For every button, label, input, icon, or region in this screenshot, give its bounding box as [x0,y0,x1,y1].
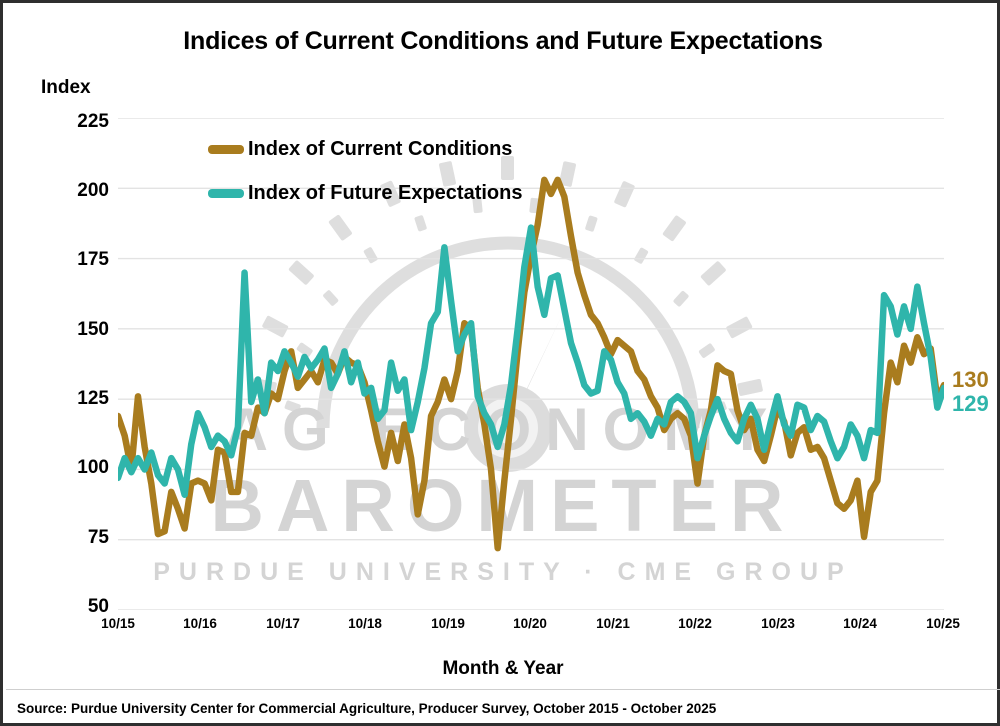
legend-label-current-conditions: Index of Current Conditions [248,137,513,160]
end-label-future-expectations: 129 [952,391,989,416]
y-tick-100: 100 [77,457,109,478]
x-tick-3: 10/18 [348,616,382,631]
plot-area [118,118,944,610]
x-tick-10: 10/25 [926,616,960,631]
x-tick-7: 10/22 [678,616,712,631]
page-title: Indices of Current Conditions and Future… [183,27,823,55]
x-tick-0: 10/15 [101,616,135,631]
y-tick-150: 150 [77,319,109,340]
legend-swatch-future-expectations [208,188,244,198]
line-future-expectations [118,224,944,498]
legend: Index of Current Conditions Index of Fut… [208,134,522,222]
source-note: Source: Purdue University Center for Com… [17,701,717,716]
y-tick-75: 75 [87,527,109,548]
x-tick-4: 10/19 [431,616,465,631]
x-tick-9: 10/24 [843,616,877,631]
source-divider [6,689,1000,690]
y-axis-title: Index [41,77,91,98]
legend-item-future-expectations[interactable]: Index of Future Expectations [208,178,522,208]
x-tick-8: 10/23 [761,616,795,631]
gridlines [118,118,944,610]
legend-swatch-current-conditions [208,144,244,154]
y-tick-125: 125 [77,388,109,409]
x-axis-title: Month & Year [442,658,564,679]
end-label-current-conditions: 130 [952,367,989,392]
y-tick-50: 50 [87,596,109,617]
x-tick-2: 10/17 [266,616,300,631]
y-tick-200: 200 [77,180,109,201]
legend-label-future-expectations: Index of Future Expectations [248,181,523,204]
x-tick-5: 10/20 [513,616,547,631]
legend-item-current-conditions[interactable]: Index of Current Conditions [208,134,522,164]
series-canvas [118,118,944,610]
y-tick-225: 225 [77,111,109,132]
x-tick-6: 10/21 [596,616,630,631]
y-tick-175: 175 [77,249,109,270]
x-tick-1: 10/16 [183,616,217,631]
